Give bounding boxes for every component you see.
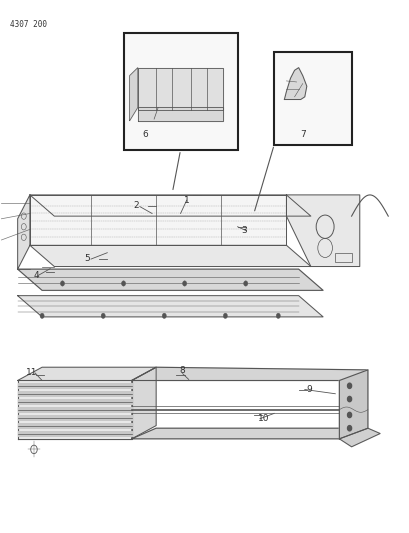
Polygon shape [30,245,310,266]
Text: 1: 1 [183,196,189,205]
Text: 2: 2 [133,201,138,210]
Text: 4: 4 [33,271,39,280]
Polygon shape [18,407,131,413]
Text: 10: 10 [258,414,269,423]
Circle shape [347,383,351,389]
Circle shape [243,281,247,286]
Polygon shape [129,68,137,120]
Text: 11: 11 [26,368,38,377]
Circle shape [162,313,166,318]
Text: 6: 6 [142,130,147,139]
Circle shape [276,313,280,318]
Bar [335,253,351,262]
Text: 4307 200: 4307 200 [9,20,46,29]
Polygon shape [18,367,156,381]
Polygon shape [18,431,131,436]
Polygon shape [18,423,131,428]
Polygon shape [137,108,223,120]
Polygon shape [18,269,322,290]
Polygon shape [286,195,359,266]
Text: 5: 5 [84,254,90,263]
Polygon shape [284,68,306,100]
Circle shape [121,281,125,286]
Circle shape [60,281,64,286]
Text: 8: 8 [179,367,185,375]
Circle shape [347,413,351,418]
Polygon shape [18,391,131,397]
Circle shape [182,281,186,286]
Polygon shape [131,367,156,439]
Circle shape [223,313,227,318]
Circle shape [101,313,105,318]
Polygon shape [30,195,286,245]
Polygon shape [18,195,30,269]
Polygon shape [339,428,379,447]
Circle shape [347,397,351,402]
Polygon shape [30,195,310,216]
Polygon shape [339,370,367,439]
Circle shape [347,425,351,431]
Polygon shape [18,383,131,389]
Polygon shape [18,399,131,405]
Text: 3: 3 [240,226,246,235]
Polygon shape [131,367,367,381]
Bar [123,33,237,150]
Polygon shape [18,381,131,439]
Circle shape [40,313,44,318]
Text: 9: 9 [305,385,311,394]
Bar [274,52,351,144]
Polygon shape [18,415,131,420]
Text: 7: 7 [300,130,306,139]
Polygon shape [137,68,223,110]
Polygon shape [18,296,322,317]
Polygon shape [131,428,367,439]
